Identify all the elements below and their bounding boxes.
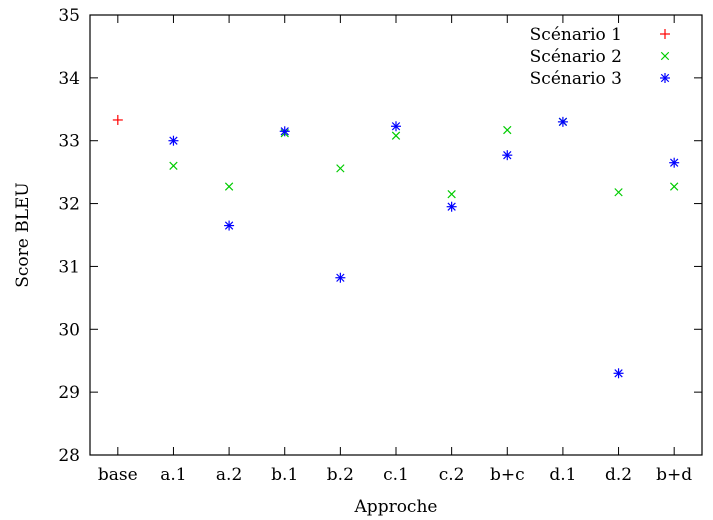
y-tick-label: 35 — [58, 6, 80, 26]
point-series-3 — [502, 150, 513, 161]
point-series-3 — [391, 121, 401, 132]
y-tick-label: 32 — [58, 195, 80, 215]
x-tick-label: b+d — [656, 465, 692, 485]
point-series-2 — [614, 188, 623, 197]
y-tick-label: 30 — [58, 320, 80, 340]
point-series-2 — [169, 161, 178, 171]
x-tick-label: c.2 — [439, 465, 465, 485]
x-tick-label: d.2 — [605, 465, 632, 485]
y-tick-label: 33 — [58, 132, 80, 152]
legend-label-1: Scénario 1 — [530, 25, 622, 45]
point-series-3 — [446, 201, 457, 212]
point-series-3 — [613, 368, 624, 379]
y-tick-label: 34 — [58, 69, 80, 89]
x-tick-label: b.1 — [271, 465, 298, 485]
x-tick-label: a.2 — [216, 465, 242, 485]
point-series-2 — [391, 131, 401, 140]
point-series-3 — [335, 272, 346, 283]
y-axis-title: Score BLEU — [13, 182, 33, 288]
x-tick-label: b+c — [490, 465, 525, 485]
point-series-1 — [112, 114, 123, 125]
legend-label-3: Scénario 3 — [530, 69, 622, 89]
y-axis-ticks: 28 29 30 31 32 33 34 35 — [58, 6, 702, 466]
legend-marker-1 — [660, 29, 670, 39]
y-tick-label: 31 — [58, 257, 80, 277]
x-tick-label: b.2 — [327, 465, 354, 485]
legend-marker-2 — [660, 51, 670, 61]
x-tick-label: a.1 — [160, 465, 186, 485]
point-series-2 — [447, 189, 456, 199]
point-series-2 — [503, 125, 512, 135]
point-series-3 — [669, 157, 680, 168]
point-series-2 — [670, 182, 679, 191]
point-series-3 — [557, 116, 568, 127]
point-series-2 — [224, 182, 234, 191]
y-tick-label: 29 — [58, 383, 80, 403]
point-series-3 — [224, 220, 235, 231]
x-tick-label: d.1 — [549, 465, 576, 485]
x-axis-title: Approche — [354, 497, 438, 517]
point-series-3 — [168, 135, 179, 146]
x-tick-label: base — [98, 465, 138, 485]
legend-label-2: Scénario 2 — [530, 47, 622, 67]
data-points — [112, 114, 680, 379]
x-tick-label: c.1 — [383, 465, 409, 485]
x-axis-ticks: base a.1 a.2 b.1 b.2 c.1 c.2 b+c d.1 d.2 b+d — [98, 15, 692, 485]
plot-frame — [89, 14, 703, 456]
point-series-3 — [279, 126, 290, 137]
point-series-2 — [336, 164, 345, 173]
legend-marker-3 — [660, 73, 670, 83]
y-tick-label: 28 — [58, 446, 80, 466]
